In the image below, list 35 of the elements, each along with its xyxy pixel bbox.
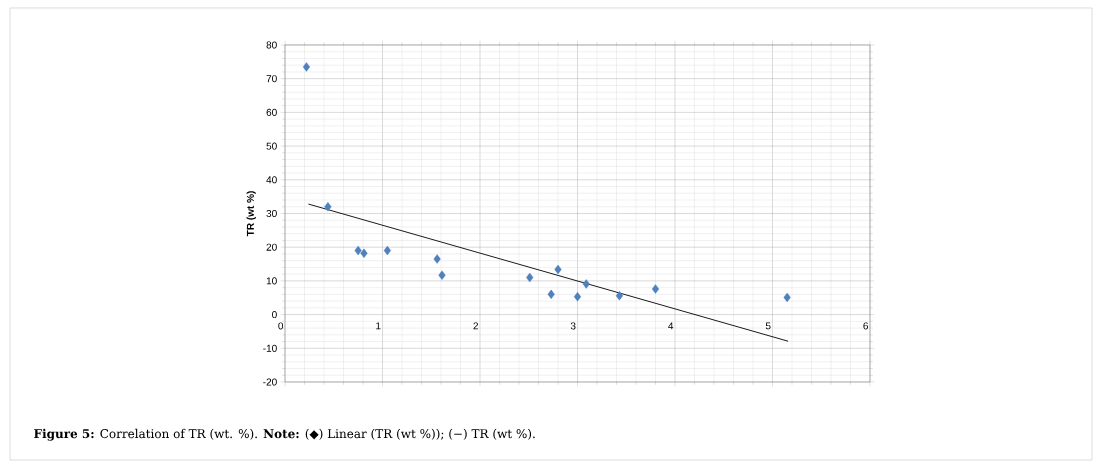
point (554, 264, 562, 275)
x-tick-label: 6 (863, 322, 869, 330)
point (438, 270, 446, 280)
y-axis-title: TR (wt %) (246, 191, 256, 237)
point (324, 202, 332, 212)
x-tick-label: 0 (278, 322, 284, 330)
point (582, 279, 590, 289)
y-tick-label: 80 (266, 41, 277, 49)
point (651, 284, 660, 294)
x-tick-label: 3 (570, 322, 576, 330)
point (547, 289, 555, 300)
y-tick-label: -10 (263, 344, 277, 352)
point (783, 292, 791, 303)
point (360, 248, 368, 258)
text: Figure 5: Correlation of TR (wt. %). Note: (◆) Linear (TR (wt %)); (−) TR (wt %). (34, 428, 535, 441)
point (354, 245, 362, 256)
y-tick-label: 60 (266, 108, 277, 116)
point (526, 272, 534, 283)
point (615, 291, 623, 301)
y-tick-label: 50 (266, 142, 277, 150)
x-tick-label: 2 (473, 322, 478, 330)
x-tick-label: 5 (765, 322, 771, 330)
y-tick-label: 0 (272, 311, 277, 319)
point (302, 62, 311, 72)
y-tick-label: 30 (266, 209, 277, 218)
y-tick-label: 70 (266, 75, 277, 83)
x-tick-label: 4 (668, 322, 674, 330)
point (433, 254, 441, 264)
point (573, 292, 582, 302)
y-tick-label: -20 (263, 378, 277, 386)
point (383, 245, 391, 256)
x-tick-label: 1 (376, 322, 381, 330)
y-tick-label: 20 (266, 243, 277, 251)
y-tick-label: 40 (266, 176, 277, 184)
y-tick-label: 10 (266, 277, 277, 285)
